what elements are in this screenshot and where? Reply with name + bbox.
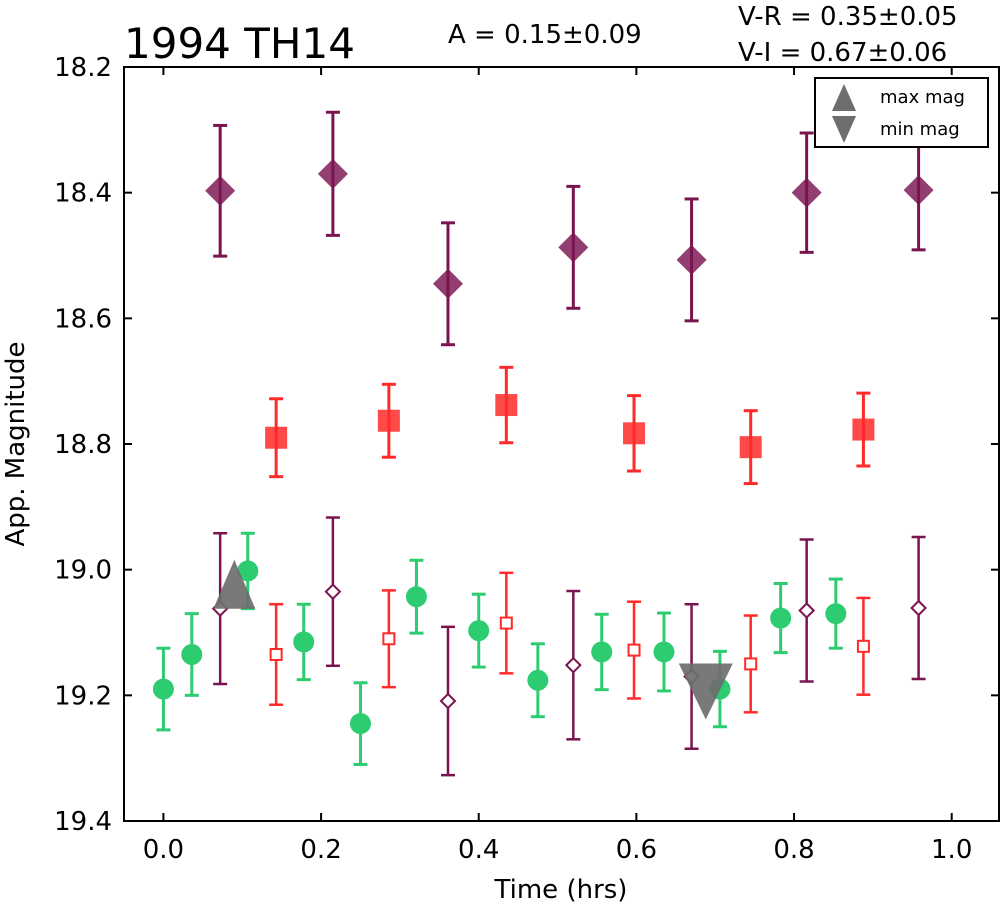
x-tick-label: 1.0 <box>931 835 972 865</box>
purple-diamond-point <box>791 177 822 208</box>
max-mag-legend-icon <box>832 84 856 111</box>
v-r-annotation: V-R = 0.35±0.05 <box>738 2 958 32</box>
purple-open-diamond-point <box>564 656 582 674</box>
y-axis-label: App. Magnitude <box>1 341 31 546</box>
purple-open-diamond-point <box>324 583 342 601</box>
x-tick-label: 0.0 <box>143 835 184 865</box>
purple-diamond-point <box>317 158 348 189</box>
green-point <box>825 603 847 625</box>
purple-open-diamond-point <box>439 692 457 710</box>
plot-frame <box>123 66 1000 822</box>
red-open-square-point <box>856 639 870 653</box>
red-open-square-point <box>269 647 283 661</box>
y-tick-label: 18.4 <box>54 179 112 209</box>
legend-max-mag: max mag <box>880 87 965 108</box>
red-square-point <box>495 394 518 417</box>
green-point <box>181 643 203 665</box>
axis-ticks: 0.0 0.2 0.4 0.6 0.8 1.0 18.2 18.4 18.6 18.8 19.0 19… <box>54 53 999 865</box>
green-point <box>527 669 549 691</box>
amplitude-annotation: A = 0.15±0.09 <box>448 20 642 50</box>
green-point <box>653 641 675 663</box>
green-point <box>405 586 427 608</box>
y-tick-label: 19.0 <box>54 556 112 586</box>
red-open-square-point <box>627 643 641 657</box>
y-tick-label: 19.4 <box>54 807 112 837</box>
chart-title: 1994 TH14 <box>124 19 355 68</box>
purple-diamond-point <box>205 175 236 206</box>
green-point <box>591 641 613 663</box>
x-tick-label: 0.4 <box>458 835 499 865</box>
green-point <box>152 678 174 700</box>
green-point <box>293 631 315 653</box>
data-marks <box>152 110 934 777</box>
purple-diamond-point <box>676 244 707 275</box>
y-tick-label: 18.2 <box>54 53 112 83</box>
red-open-square-point <box>499 616 513 630</box>
purple-open-diamond-point <box>910 599 928 617</box>
y-tick-label: 18.8 <box>54 430 112 460</box>
v-i-annotation: V-I = 0.67±0.06 <box>738 38 947 68</box>
red-open-square-point <box>382 632 396 646</box>
red-square-point <box>852 418 875 441</box>
legend: max mag min mag <box>814 77 989 148</box>
purple-diamond-point <box>558 232 589 263</box>
x-tick-label: 0.2 <box>300 835 341 865</box>
x-axis-label: Time (hrs) <box>494 875 628 904</box>
red-square-point <box>377 409 400 432</box>
red-open-square-point <box>744 657 758 671</box>
red-square-point <box>265 426 288 449</box>
green-point <box>237 560 259 582</box>
purple-diamond-point <box>432 268 463 299</box>
purple-open-diamond-point <box>798 602 816 619</box>
green-point <box>349 713 371 735</box>
y-tick-label: 18.6 <box>54 304 112 334</box>
x-tick-label: 0.6 <box>616 835 657 865</box>
max-mag-marker <box>213 559 256 609</box>
legend-min-mag: min mag <box>880 119 960 140</box>
min-mag-legend-icon <box>832 116 856 143</box>
purple-diamond-point <box>903 175 934 206</box>
green-point <box>468 620 490 642</box>
x-tick-label: 0.8 <box>773 835 814 865</box>
min-mag-marker <box>678 663 733 720</box>
green-point <box>770 607 792 629</box>
red-square-point <box>739 436 762 459</box>
red-square-point <box>623 422 646 445</box>
y-tick-label: 19.2 <box>54 681 112 711</box>
